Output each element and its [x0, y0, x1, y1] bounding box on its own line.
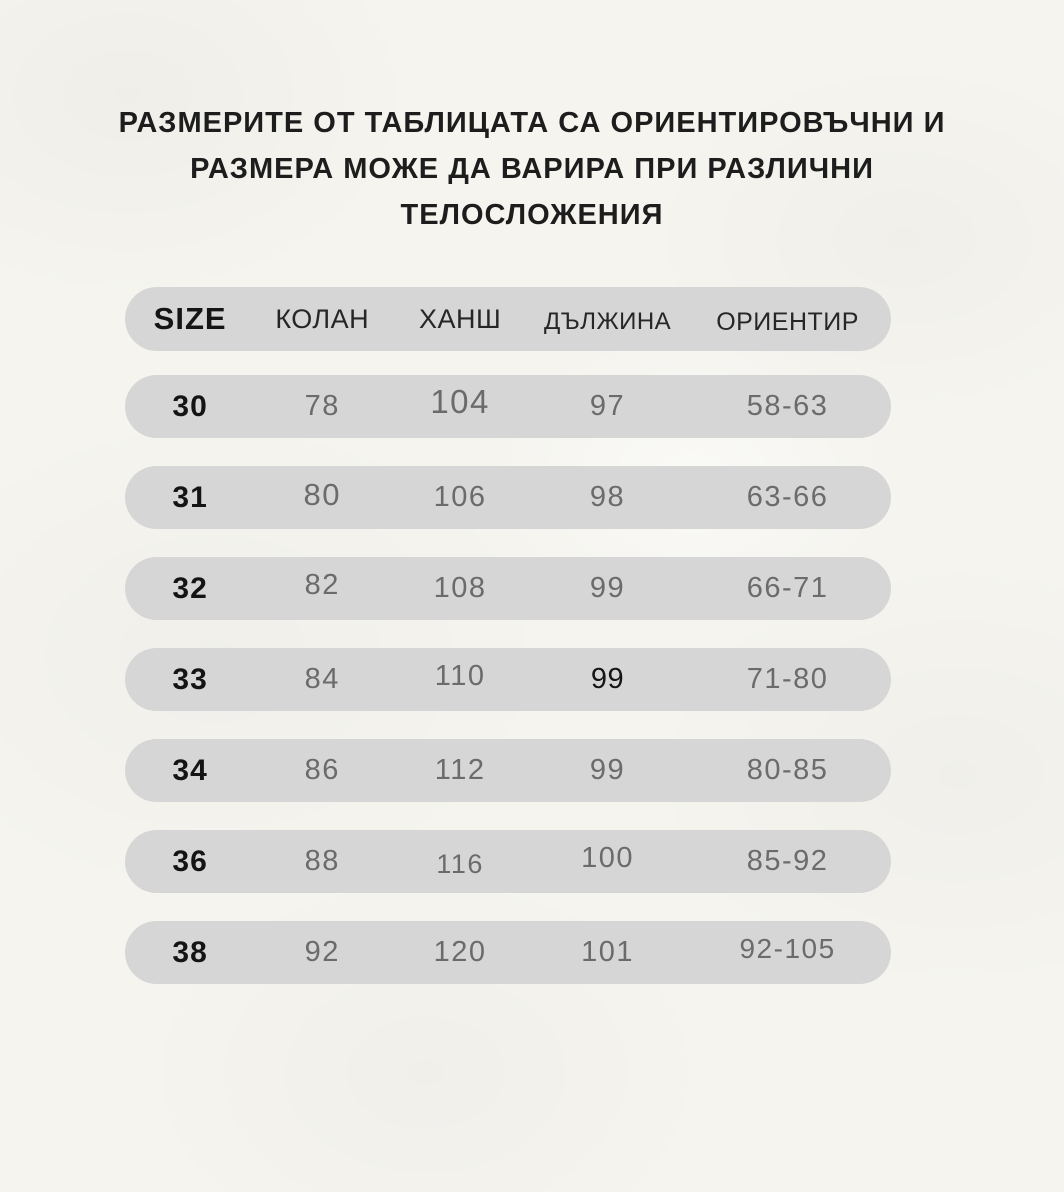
- cell-dalzhina: 101: [581, 936, 634, 968]
- cell-dalzhina: 98: [589, 481, 626, 513]
- table-row-size-33: 33 84 110 99 71-80: [125, 648, 891, 711]
- size-table: SIZE КОЛАН ХАНШ ДЪЛЖИНА ОРИЕНТИР 30 78 104…: [125, 287, 891, 984]
- cell-kolan: 92: [304, 936, 340, 968]
- cell-size: 31: [172, 480, 208, 514]
- cell-size: 33: [172, 662, 208, 696]
- table-row-size-31: 31 80 106 98 63-66: [125, 466, 891, 529]
- cell-hansh: 106: [433, 481, 487, 513]
- size-table-body: 30 78 104 97 58-63 31 80 106 98 63-66 32 82 108 99 66-…: [125, 375, 891, 984]
- cell-hansh: 120: [433, 936, 487, 968]
- cell-kolan: 86: [304, 754, 340, 786]
- table-row-size-36: 36 88 116 100 85-92: [125, 830, 891, 893]
- table-row-size-38: 38 92 120 101 92-105: [125, 921, 891, 984]
- cell-orientir: 66-71: [746, 572, 829, 604]
- cell-size: 32: [172, 571, 208, 605]
- cell-size: 30: [172, 389, 208, 423]
- cell-size: 34: [172, 753, 208, 787]
- cell-orientir: 80-85: [746, 754, 829, 786]
- header-orientir: ОРИЕНТИР: [716, 307, 859, 336]
- table-row-size-30: 30 78 104 97 58-63: [125, 375, 891, 438]
- cell-hansh: 116: [436, 849, 484, 879]
- cell-orientir: 63-66: [746, 481, 829, 513]
- cell-kolan: 80: [303, 476, 341, 512]
- cell-size: 36: [172, 844, 208, 878]
- cell-orientir: 85-92: [746, 845, 829, 877]
- cell-dalzhina: 99: [589, 572, 626, 604]
- size-table-header-row: SIZE КОЛАН ХАНШ ДЪЛЖИНА ОРИЕНТИР: [125, 287, 891, 351]
- cell-dalzhina: 99: [590, 663, 625, 695]
- table-row-size-34: 34 86 112 99 80-85: [125, 739, 891, 802]
- cell-dalzhina: 99: [589, 754, 626, 786]
- cell-orientir: 58-63: [746, 390, 829, 422]
- disclaimer-line-2: РАЗМЕРА МОЖЕ ДА ВАРИРА ПРИ РАЗЛИЧНИ: [190, 153, 874, 185]
- cell-kolan: 84: [304, 663, 340, 695]
- cell-hansh: 108: [433, 572, 487, 604]
- cell-orientir: 92-105: [739, 932, 836, 964]
- cell-kolan: 88: [304, 845, 340, 877]
- cell-kolan: 82: [304, 569, 340, 601]
- table-row-size-32: 32 82 108 99 66-71: [125, 557, 891, 620]
- header-hansh: ХАНШ: [418, 303, 502, 334]
- cell-dalzhina: 97: [589, 390, 626, 422]
- header-kolan: КОЛАН: [275, 303, 370, 334]
- disclaimer-line-3: ТЕЛОСЛОЖЕНИЯ: [400, 199, 664, 231]
- cell-orientir: 71-80: [746, 663, 829, 695]
- header-size: SIZE: [153, 301, 227, 336]
- cell-kolan: 78: [304, 390, 340, 422]
- disclaimer-text: РАЗМЕРИТЕ ОТ ТАБЛИЦАТА СА ОРИЕНТИРОВЪЧНИ…: [0, 0, 1064, 238]
- cell-hansh: 112: [434, 754, 486, 786]
- cell-hansh: 110: [434, 660, 486, 692]
- disclaimer-line-1: РАЗМЕРИТЕ ОТ ТАБЛИЦАТА СА ОРИЕНТИРОВЪЧНИ…: [118, 107, 946, 139]
- cell-hansh: 104: [430, 382, 490, 420]
- header-dalzhina: ДЪЛЖИНА: [543, 308, 672, 335]
- cell-size: 38: [172, 935, 208, 969]
- cell-dalzhina: 100: [581, 842, 634, 874]
